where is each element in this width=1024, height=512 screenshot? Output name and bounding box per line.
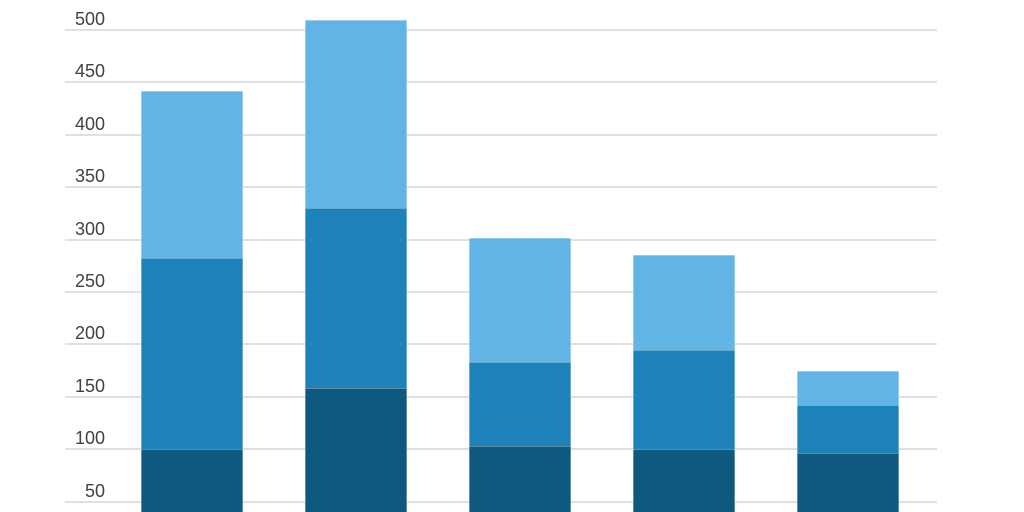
- y-tick-label: 250: [74, 271, 105, 291]
- bar-segment-light-blue[interactable]: [141, 90, 243, 259]
- bar-segment-light-blue[interactable]: [469, 237, 571, 363]
- y-tick-label: 50: [84, 480, 105, 501]
- y-tick-label: 500: [74, 9, 105, 29]
- y-tick-label: 350: [74, 166, 105, 187]
- bar-segment-light-blue[interactable]: [797, 370, 899, 406]
- bar-segment-medium-blue[interactable]: [469, 362, 571, 447]
- bar-segment-medium-blue[interactable]: [633, 349, 735, 450]
- gridline: [65, 29, 937, 31]
- bar-segment-light-blue[interactable]: [305, 19, 407, 209]
- bar-segment-medium-blue[interactable]: [141, 258, 243, 450]
- bar-segment-dark-blue[interactable]: [305, 388, 407, 512]
- gridline: [65, 186, 937, 189]
- y-tick-label: 400: [74, 113, 105, 134]
- gridline: [65, 81, 937, 84]
- y-tick-label: 300: [74, 218, 105, 239]
- y-tick-label: 200: [74, 323, 105, 344]
- bar-segment-medium-blue[interactable]: [305, 208, 407, 389]
- bar-segment-light-blue[interactable]: [633, 255, 735, 350]
- bar-segment-dark-blue[interactable]: [797, 453, 899, 512]
- y-tick-label: 450: [74, 61, 105, 82]
- bar-segment-dark-blue[interactable]: [469, 446, 571, 512]
- bar-segment-medium-blue[interactable]: [797, 405, 899, 454]
- y-tick-label: 150: [74, 375, 105, 396]
- bar-segment-dark-blue[interactable]: [633, 449, 735, 512]
- bar-segment-dark-blue[interactable]: [141, 449, 243, 512]
- gridline: [65, 133, 937, 136]
- y-tick-label: 100: [74, 428, 105, 449]
